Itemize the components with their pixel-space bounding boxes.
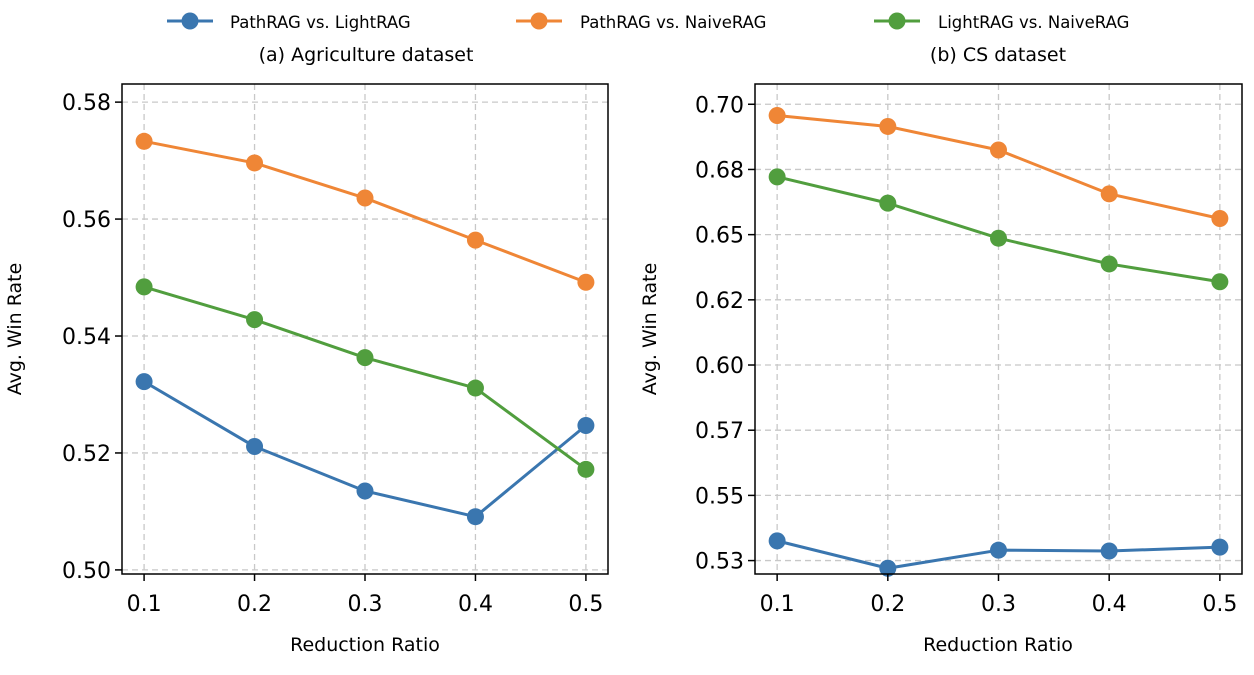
data-point-agriculture-lightrag-vs-naiverag-4 <box>577 460 595 478</box>
series-line-agriculture-pathrag-vs-naiverag <box>143 139 587 284</box>
x-tick-label-agriculture-4: 0.5 <box>568 592 603 617</box>
y-axis-title-agriculture: Avg. Win Rate <box>4 263 26 396</box>
panel-agriculture: (a) Agriculture dataset 0.1 0.2 0.3 0.4 0.50… <box>4 44 609 656</box>
x-tick-label-cs-0: 0.1 <box>760 592 795 617</box>
data-point-agriculture-lightrag-vs-naiverag-0 <box>135 278 153 296</box>
data-point-agriculture-lightrag-vs-naiverag-3 <box>466 379 484 397</box>
data-point-cs-pathrag-vs-naiverag-2 <box>990 141 1007 159</box>
x-axis-title-cs: Reduction Ratio <box>923 634 1073 656</box>
data-point-cs-lightrag-vs-naiverag-0 <box>768 168 786 186</box>
data-point-cs-pathrag-vs-lightrag-3 <box>1100 542 1118 560</box>
x-tick-label-cs-2: 0.3 <box>981 592 1016 617</box>
legend-entry-pathrag-vs-naiverag: PathRAG vs. NaiveRAG <box>516 12 766 32</box>
y-axis-title-cs: Avg. Win Rate <box>639 263 661 396</box>
panel-title-agriculture: (a) Agriculture dataset <box>259 44 474 66</box>
y-tick-label-cs-1: 0.55 <box>695 484 744 509</box>
data-point-agriculture-lightrag-vs-naiverag-2 <box>356 349 374 367</box>
x-tick-label-agriculture-2: 0.3 <box>348 592 383 617</box>
data-point-cs-pathrag-vs-lightrag-2 <box>990 541 1007 559</box>
data-point-cs-pathrag-vs-lightrag-0 <box>768 532 786 550</box>
legend-marker-lightrag-vs-naiverag <box>888 12 906 30</box>
x-tick-label-cs-1: 0.2 <box>870 592 905 617</box>
data-point-agriculture-pathrag-vs-naiverag-0 <box>135 132 153 150</box>
y-tick-label-cs-6: 0.68 <box>695 158 744 183</box>
data-point-cs-lightrag-vs-naiverag-1 <box>879 194 897 212</box>
data-point-agriculture-pathrag-vs-lightrag-0 <box>135 373 153 391</box>
data-point-agriculture-pathrag-vs-lightrag-1 <box>246 438 264 456</box>
legend-entry-pathrag-vs-lightrag: PathRAG vs. LightRAG <box>167 12 411 32</box>
data-point-cs-pathrag-vs-naiverag-1 <box>879 117 897 135</box>
data-point-agriculture-pathrag-vs-lightrag-3 <box>466 508 484 526</box>
ticks-agriculture: 0.1 0.2 0.3 0.4 0.5 0.50 0.52 0.54 0.56 0.58 <box>62 91 603 617</box>
y-tick-label-cs-3: 0.60 <box>695 354 744 379</box>
y-tick-label-cs-7: 0.70 <box>695 93 744 118</box>
x-tick-label-agriculture-1: 0.2 <box>237 592 272 617</box>
y-tick-label-agriculture-0: 0.50 <box>62 559 111 584</box>
x-tick-label-cs-4: 0.5 <box>1202 592 1237 617</box>
x-tick-label-agriculture-3: 0.4 <box>458 592 493 617</box>
y-tick-label-agriculture-4: 0.58 <box>62 91 111 116</box>
y-tick-label-agriculture-1: 0.52 <box>62 442 111 467</box>
data-point-cs-pathrag-vs-naiverag-3 <box>1100 185 1118 203</box>
series-group-agriculture <box>135 132 595 526</box>
legend-label-pathrag-vs-lightrag: PathRAG vs. LightRAG <box>230 13 411 32</box>
x-tick-label-agriculture-0: 0.1 <box>127 592 162 617</box>
data-point-agriculture-pathrag-vs-naiverag-3 <box>466 231 484 249</box>
data-point-agriculture-lightrag-vs-naiverag-1 <box>246 311 264 329</box>
panel-title-cs: (b) CS dataset <box>930 44 1066 66</box>
ticks-cs: 0.1 0.2 0.3 0.4 0.5 0.53 0.55 0.57 0.60 0.62 0.65 0… <box>695 93 1237 617</box>
data-point-cs-pathrag-vs-naiverag-0 <box>768 106 786 124</box>
data-point-agriculture-pathrag-vs-lightrag-4 <box>577 416 595 434</box>
legend-label-lightrag-vs-naiverag: LightRAG vs. NaiveRAG <box>938 13 1129 32</box>
data-point-cs-lightrag-vs-naiverag-4 <box>1211 273 1229 291</box>
data-point-cs-lightrag-vs-naiverag-3 <box>1100 255 1118 273</box>
series-group-cs <box>768 106 1229 577</box>
y-tick-label-cs-5: 0.65 <box>695 224 744 249</box>
y-tick-label-agriculture-2: 0.54 <box>62 325 111 350</box>
grid-agriculture <box>122 84 608 574</box>
data-point-cs-lightrag-vs-naiverag-2 <box>990 229 1007 247</box>
legend-entry-lightrag-vs-naiverag: LightRAG vs. NaiveRAG <box>874 12 1129 32</box>
legend-label-pathrag-vs-naiverag: PathRAG vs. NaiveRAG <box>580 13 766 32</box>
data-point-agriculture-pathrag-vs-naiverag-2 <box>356 189 374 207</box>
data-point-agriculture-pathrag-vs-naiverag-1 <box>246 154 264 172</box>
legend-marker-pathrag-vs-lightrag <box>181 12 199 30</box>
data-point-cs-pathrag-vs-lightrag-4 <box>1211 538 1229 556</box>
legend: PathRAG vs. LightRAG PathRAG vs. NaiveRA… <box>167 12 1129 32</box>
y-tick-label-cs-4: 0.62 <box>695 289 744 314</box>
panel-cs: (b) CS dataset 0.1 0.2 0.3 0.4 0.50.530.550.… <box>639 44 1243 656</box>
data-point-cs-pathrag-vs-naiverag-4 <box>1211 209 1229 227</box>
data-point-agriculture-pathrag-vs-lightrag-2 <box>356 482 374 500</box>
y-tick-label-agriculture-3: 0.56 <box>62 208 111 233</box>
y-tick-label-cs-2: 0.57 <box>695 419 744 444</box>
data-point-cs-pathrag-vs-lightrag-1 <box>879 559 897 577</box>
data-point-agriculture-pathrag-vs-naiverag-4 <box>577 273 595 291</box>
x-tick-label-cs-3: 0.4 <box>1092 592 1127 617</box>
legend-marker-pathrag-vs-naiverag <box>530 12 548 30</box>
x-axis-title-agriculture: Reduction Ratio <box>290 634 440 656</box>
y-tick-label-cs-0: 0.53 <box>695 550 744 575</box>
